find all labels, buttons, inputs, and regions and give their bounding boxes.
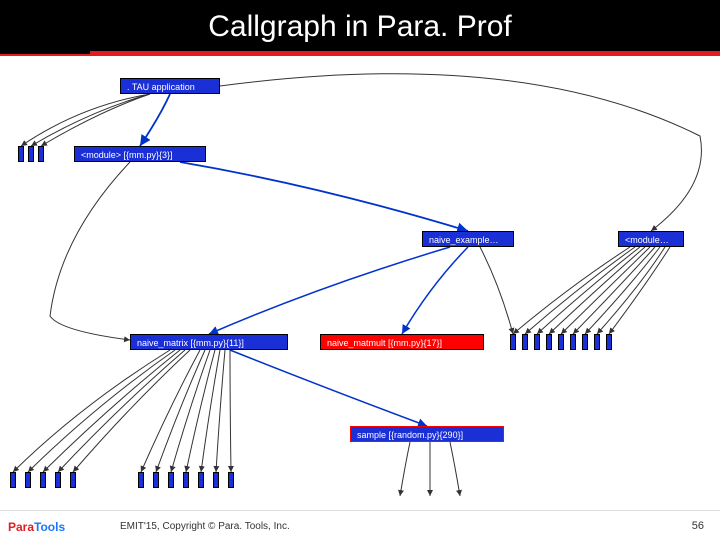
edge	[140, 94, 170, 146]
edge	[561, 247, 650, 334]
logo: ParaTools	[8, 520, 65, 534]
graph-node[interactable]	[25, 472, 31, 488]
edge	[28, 350, 175, 472]
edge	[141, 350, 200, 472]
graph-node[interactable]	[558, 334, 564, 350]
page-number: 56	[692, 520, 704, 532]
edge	[180, 162, 468, 231]
edge	[58, 350, 185, 472]
edge	[220, 74, 701, 231]
graph-node[interactable]	[198, 472, 204, 488]
edge	[549, 247, 645, 334]
logo-tools: Tools	[34, 520, 65, 534]
copyright-text: EMIT'15, Copyright © Para. Tools, Inc.	[120, 521, 290, 532]
edge	[41, 94, 150, 146]
edge	[525, 247, 635, 334]
edge	[480, 247, 513, 334]
edge	[537, 247, 640, 334]
graph-node[interactable]	[70, 472, 76, 488]
graph-node[interactable]: sample [{random.py}{290}]	[350, 426, 504, 442]
graph-node[interactable]	[522, 334, 528, 350]
graph-node[interactable]: <module> [{mm.py}{3}]	[74, 146, 206, 162]
graph-node[interactable]	[10, 472, 16, 488]
edge	[230, 350, 231, 472]
graph-node[interactable]: naive_matmult [{mm.py}{17}]	[320, 334, 484, 350]
edge	[13, 350, 170, 472]
graph-node[interactable]	[570, 334, 576, 350]
edge	[400, 442, 410, 496]
graph-node[interactable]	[18, 146, 24, 162]
edge	[230, 350, 427, 426]
slide-title: Callgraph in Para. Prof	[0, 0, 720, 44]
edge	[402, 247, 468, 334]
graph-node[interactable]	[606, 334, 612, 350]
edge	[597, 247, 665, 334]
edge	[513, 247, 630, 334]
edge	[50, 162, 130, 340]
graph-node[interactable]	[183, 472, 189, 488]
graph-node[interactable]	[228, 472, 234, 488]
edge	[209, 247, 450, 334]
graph-node[interactable]	[594, 334, 600, 350]
edge	[573, 247, 655, 334]
graph-node[interactable]: naive_example…	[422, 231, 514, 247]
graph-node[interactable]	[510, 334, 516, 350]
logo-para: Para	[8, 520, 34, 534]
edge	[450, 442, 460, 496]
edge	[43, 350, 180, 472]
graph-node[interactable]	[38, 146, 44, 162]
edge	[609, 247, 670, 334]
graph-node[interactable]	[55, 472, 61, 488]
graph-node[interactable]	[582, 334, 588, 350]
graph-node[interactable]	[534, 334, 540, 350]
edge	[585, 247, 660, 334]
graph-node[interactable]: . TAU application	[120, 78, 220, 94]
graph-node[interactable]: naive_matrix [{mm.py}{11}]	[130, 334, 288, 350]
graph-node[interactable]: <module…	[618, 231, 684, 247]
graph-node[interactable]	[168, 472, 174, 488]
edge	[31, 94, 150, 146]
edge	[156, 350, 205, 472]
slide-header: Callgraph in Para. Prof	[0, 0, 720, 56]
graph-node[interactable]	[28, 146, 34, 162]
edge	[186, 350, 215, 472]
edge	[21, 94, 150, 146]
edge	[201, 350, 220, 472]
edge	[171, 350, 210, 472]
slide-footer: ParaTools EMIT'15, Copyright © Para. Too…	[0, 510, 720, 540]
graph-node[interactable]	[153, 472, 159, 488]
graph-node[interactable]	[546, 334, 552, 350]
graph-node[interactable]	[138, 472, 144, 488]
edge	[216, 350, 225, 472]
graph-node[interactable]	[213, 472, 219, 488]
callgraph-diagram: . TAU application <module> [{mm.py}{3}] na…	[0, 56, 720, 510]
graph-node[interactable]	[40, 472, 46, 488]
edge	[73, 350, 190, 472]
